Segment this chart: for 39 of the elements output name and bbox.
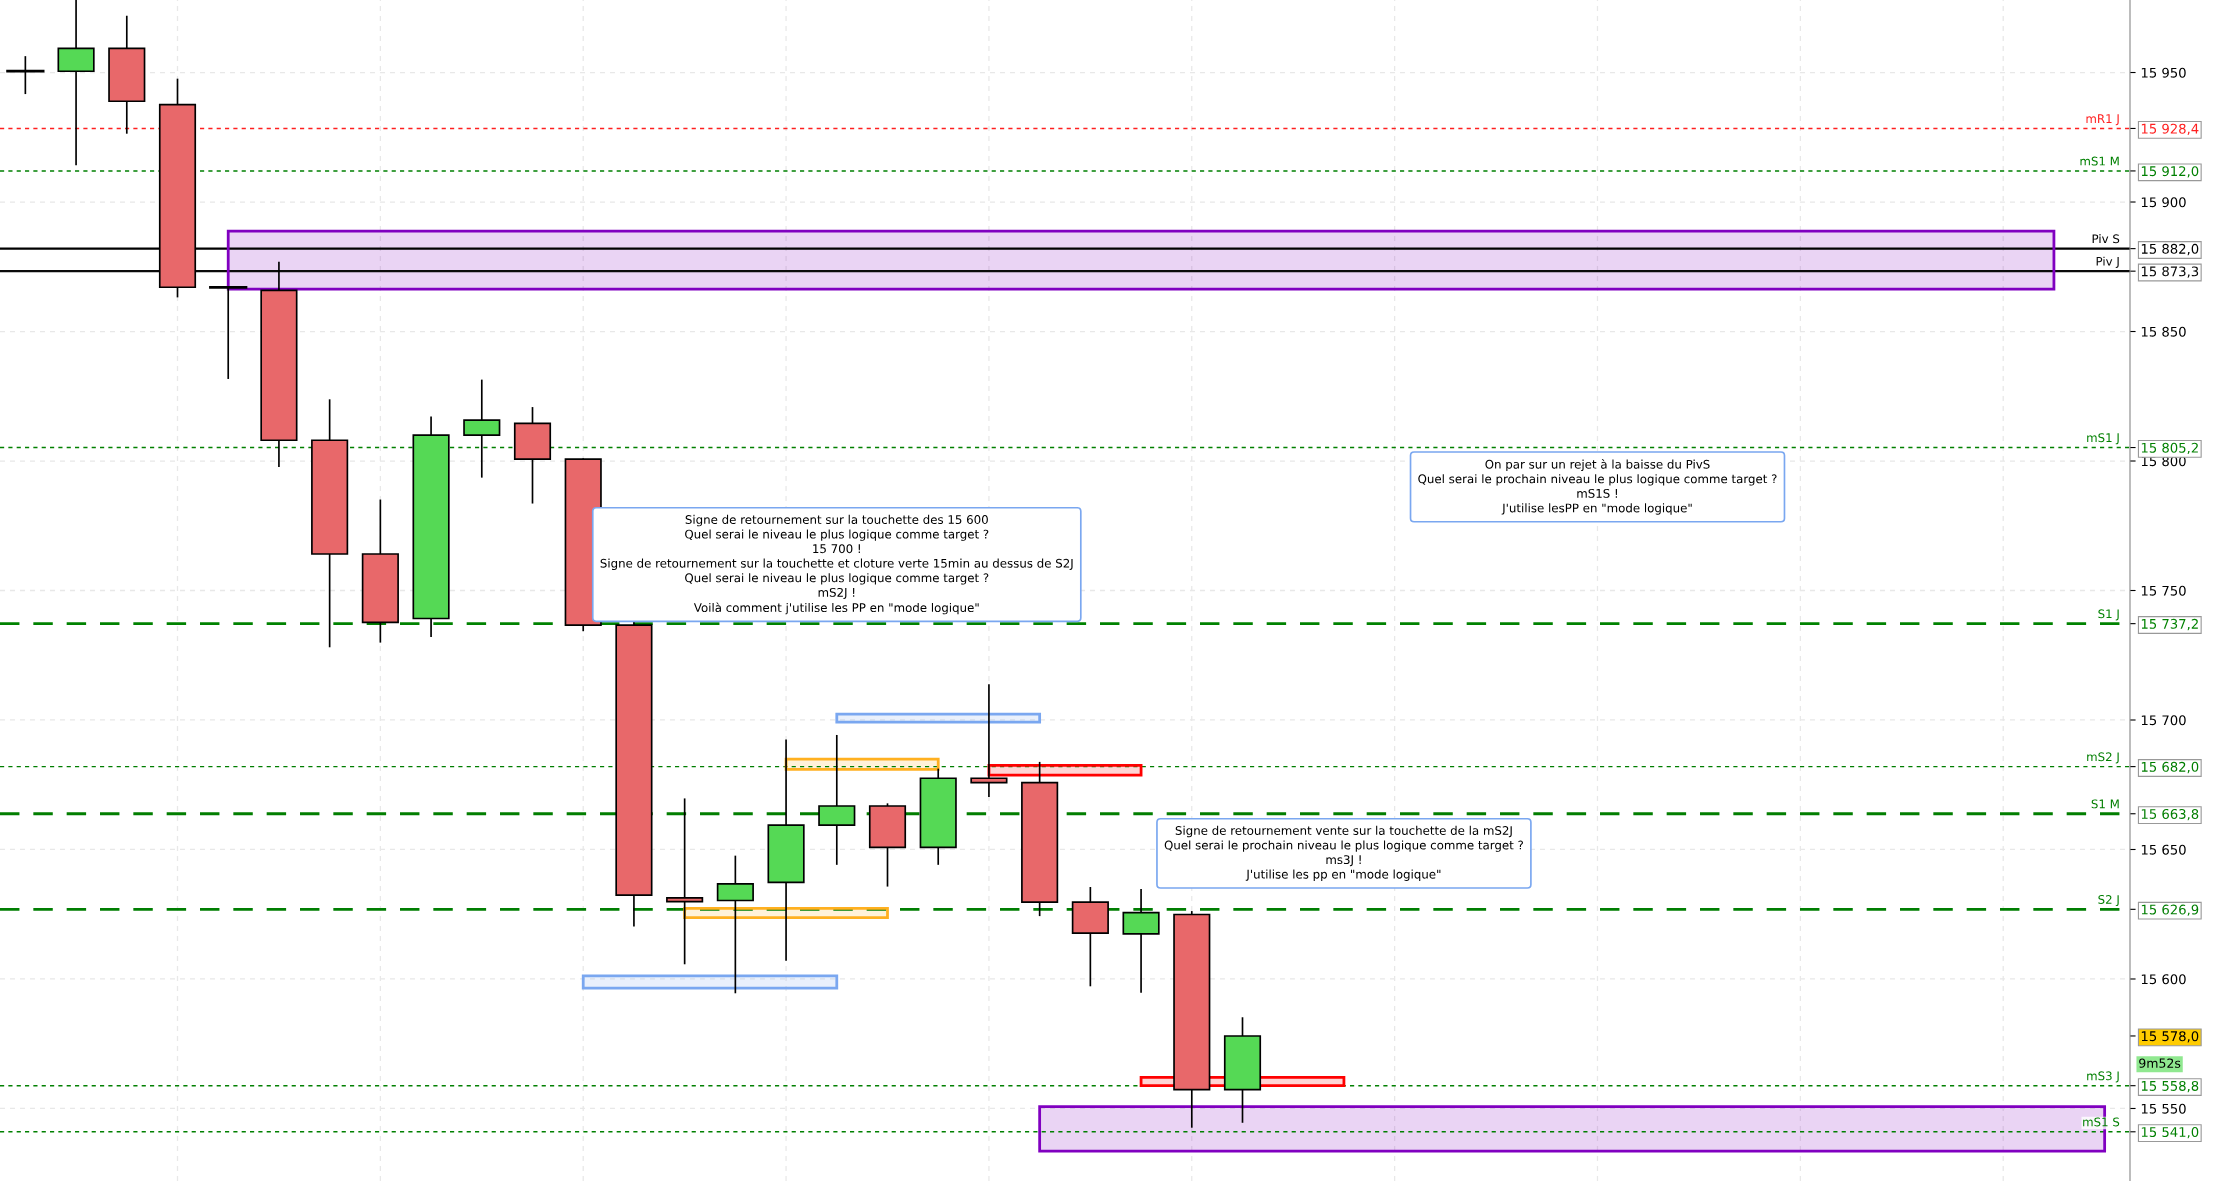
ref-line-label: mS2 J — [2087, 752, 2119, 764]
y-tick-label: 15 805,2 — [2141, 442, 2198, 455]
ref-line-label: S1 M — [2091, 799, 2119, 809]
y-tick-label: 15 626,9 — [2141, 904, 2199, 916]
ref-line-label: mR1 J — [2086, 114, 2119, 126]
y-tick-label: 15 912,0 — [2141, 166, 2199, 178]
ref-line-label: mS1 J — [2087, 433, 2119, 445]
y-tick-label: 15 682,0 — [2141, 761, 2199, 774]
ref-line-label: Piv S — [2092, 234, 2120, 244]
annotation: Signe de retournement vente sur la touchette de la mS2J Quel serai le prochain niveau le plus logique comme target ? ms3J ! J'utilise les pp en "mode logique" — [1164, 825, 1523, 881]
annotation: Signe de retournement sur la touchette des 15 600 Quel serai le niveau le plus logique comme target ? 15 700 ! Signe de retournement sur la touchette et cloture verte 15min au dessus de S2J Quel serai le niveau le plus logique comme target ? mS2J ! Voilà comment j'utilise les PP en "mode logique" — [600, 514, 1073, 615]
y-tick-label: 15 882,0 — [2141, 243, 2199, 256]
y-tick-label: 15 873,3 — [2141, 266, 2199, 278]
ref-line-label: S2 J — [2098, 894, 2119, 907]
y-tick-label: 15 663,8 — [2141, 808, 2199, 821]
text: 9m52s — [2139, 1058, 2181, 1068]
y-tick-label: 15 700 — [2141, 715, 2186, 726]
y-tick-label: 15 650 — [2141, 844, 2186, 855]
ref-line-label: mS1 S — [2083, 1117, 2120, 1127]
y-tick-label: 15 850 — [2141, 326, 2186, 337]
y-tick-label: 15 950 — [2141, 67, 2186, 78]
ref-line-label: S1 J — [2098, 609, 2119, 621]
candlestick — [666, 798, 704, 965]
ref-line-label: Piv J — [2096, 256, 2119, 268]
y-tick-label: 15 600 — [2141, 974, 2186, 985]
y-tick-label: 15 541,0 — [2141, 1127, 2199, 1139]
ref-line-label: mS3 J — [2087, 1071, 2119, 1083]
y-tick-label: 15 558,8 — [2141, 1080, 2199, 1093]
y-tick-label: 15 750 — [2141, 585, 2186, 596]
ref-line-label: mS1 M — [2080, 156, 2119, 166]
y-tick-label: 15 550 — [2141, 1103, 2186, 1114]
y-tick-label: 15 928,4 — [2141, 123, 2199, 136]
y-tick-label: 15 578,0 — [2141, 1031, 2199, 1043]
y-tick-label: 15 900 — [2141, 197, 2186, 208]
annotation: On par sur un rejet à la baisse du PivS Quel serai le prochain niveau le plus logique comme target ? mS1S ! J'utilise lesPP en "mode logique" — [1418, 459, 1777, 515]
y-tick-label: 15 737,2 — [2141, 618, 2198, 631]
candlestick — [970, 684, 1008, 797]
candlestick — [6, 56, 45, 95]
candlestick — [209, 286, 248, 379]
